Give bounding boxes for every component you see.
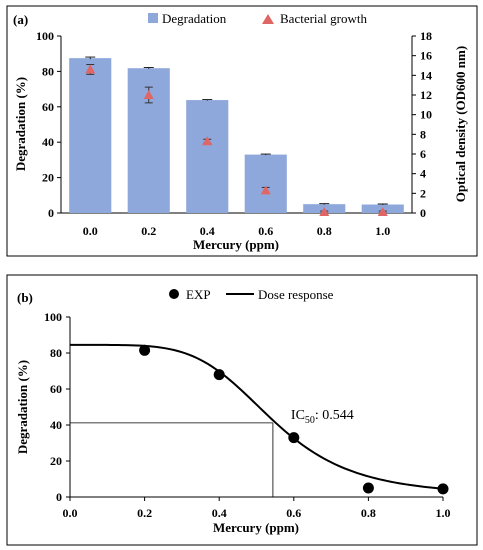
panel-a-left-ticks: 0 20 40 60 80 100 [36,29,61,220]
x-tick-label: 0.4 [212,506,227,520]
y-tick-label: 100 [36,29,54,43]
y2-tick-label: 14 [420,68,432,82]
y-tick-label: 60 [42,100,54,114]
panel-a-y2-axis-label: Optical density (OD600 nm) [453,46,468,202]
y-tick-label: 80 [42,64,54,78]
bacterial-growth-point [260,185,271,195]
x-tick-label: 0.4 [200,224,215,238]
y2-tick-label: 12 [420,88,432,102]
bacterial-growth-point [143,90,154,99]
x-tick-label: 1.0 [436,506,451,520]
panel-a-y-axis-label: Degradation (%) [13,77,28,171]
ic50-guide-lines [70,422,274,497]
y2-tick-label: 16 [420,49,432,63]
legend-exp-marker [169,289,179,299]
dose-response-curve [70,343,444,490]
x-tick-label: 0.0 [83,224,98,238]
panel-a-bars [69,56,404,214]
y2-tick-label: 4 [420,167,426,181]
x-tick-label: 1.0 [375,224,390,238]
degradation-bar [69,58,112,213]
x-tick-label: 0.2 [137,506,152,520]
panel-b-x-ticks: 0.0 0.2 0.4 0.6 0.8 1.0 [63,497,451,520]
bacterial-growth-point [319,207,330,217]
panel-b-y-ticks: 0 20 40 60 80 100 [44,310,70,504]
y2-tick-label: 18 [420,29,432,43]
bacterial-growth-point [85,64,96,74]
panel-a-label: (a) [13,12,28,27]
ic50-annotation: IC50: 0.544 [291,408,354,426]
panel-b-frame [6,274,478,546]
legend-dose-response-label: Dose response [258,287,334,302]
exp-data-point [437,483,449,495]
panel-a-right-ticks: 0 2 4 6 8 10 12 14 16 18 [412,29,432,220]
exp-data-point [213,369,225,381]
panel-a-x-axis-label: Mercury (ppm) [193,237,279,252]
legend-bacterial-growth-label: Bacterial growth [280,11,367,26]
y-tick-label: 0 [56,490,62,504]
x-tick-label: 0.2 [141,224,156,238]
exp-data-point [139,344,151,356]
panel-a-frame [6,5,478,257]
panel-a-markers [85,64,388,217]
y-tick-label: 100 [44,310,62,324]
y-tick-label: 40 [50,418,62,432]
panel-b-points [139,344,449,495]
degradation-bar [186,100,229,213]
y-tick-label: 0 [48,206,54,220]
panel-a-x-ticks: 0.0 0.2 0.4 0.6 0.8 1.0 [83,224,391,238]
y2-tick-label: 2 [420,186,426,200]
x-tick-label: 0.8 [361,506,376,520]
y-tick-label: 60 [50,382,62,396]
panel-b-x-axis-label: Mercury (ppm) [213,520,299,535]
x-tick-label: 0.6 [258,224,273,238]
y2-tick-label: 6 [420,147,426,161]
panel-b-label: (b) [17,290,33,305]
legend-degradation-swatch [148,13,158,23]
y-tick-label: 80 [50,346,62,360]
y2-tick-label: 10 [420,108,432,122]
bacterial-growth-point [202,136,213,146]
y2-tick-label: 0 [420,206,426,220]
y2-tick-label: 8 [420,127,426,141]
x-tick-label: 0.6 [286,506,301,520]
y-tick-label: 40 [42,135,54,149]
legend-bacterial-growth-marker [262,14,274,24]
panel-b-y-axis-label: Degradation (%) [15,360,30,454]
x-tick-label: 0.8 [317,224,332,238]
bacterial-growth-point [377,207,388,217]
x-tick-label: 0.0 [63,506,78,520]
exp-data-point [288,432,300,444]
legend-exp-label: EXP [186,287,211,302]
y-tick-label: 20 [50,454,62,468]
legend-degradation-label: Degradation [162,11,227,26]
y-tick-label: 20 [42,171,54,185]
exp-data-point [362,482,374,494]
degradation-bar [244,154,287,213]
